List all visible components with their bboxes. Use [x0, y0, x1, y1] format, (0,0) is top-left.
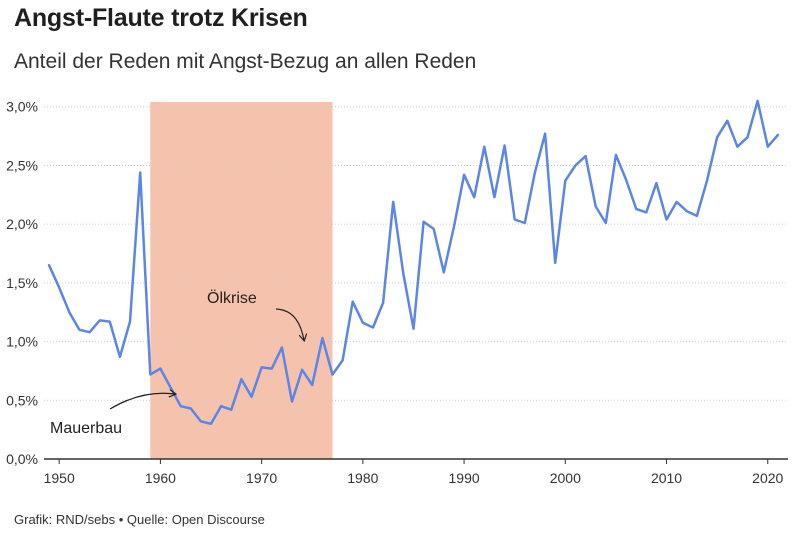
y-tick-label: 1,0%: [6, 334, 38, 350]
y-tick-label: 3,0%: [6, 99, 38, 115]
chart-title: Angst-Flaute trotz Krisen: [14, 4, 308, 32]
y-tick-label: 2,5%: [6, 157, 38, 173]
x-axis: 1950 1960 1970 1980 1990 2000 2010 2020: [44, 459, 784, 486]
x-tick-label: 1970: [246, 470, 277, 486]
x-tick-label: 1950: [44, 470, 75, 486]
x-tick-label: 2020: [752, 470, 783, 486]
x-tick-label: 1960: [145, 470, 176, 486]
annotation-mauerbau: Mauerbau: [50, 420, 122, 437]
chart-subtitle: Anteil der Reden mit Angst-Bezug an alle…: [14, 50, 477, 73]
gridlines: [44, 106, 788, 401]
y-tick-label: 2,0%: [6, 216, 38, 232]
y-tick-label: 0,0%: [6, 451, 38, 467]
annotation-oelkrise: Ölkrise: [207, 289, 257, 307]
x-tick-label: 1980: [347, 470, 378, 486]
annotation-arrow-oelkrise: [275, 308, 304, 340]
y-axis: 0,0% 0,5% 1,0% 1,5% 2,0% 2,5% 3,0%: [6, 99, 38, 467]
annotation-arrow-mauerbau: [109, 393, 175, 410]
x-tick-label: 2010: [651, 470, 682, 486]
series-line: [47, 99, 780, 426]
highlight-band: [150, 102, 333, 459]
source-note: Grafik: RND/sebs • Quelle: Open Discours…: [14, 512, 265, 527]
y-tick-label: 1,5%: [6, 275, 38, 291]
y-tick-label: 0,5%: [6, 392, 38, 408]
x-tick-label: 1990: [449, 470, 480, 486]
x-tick-label: 2000: [550, 470, 581, 486]
